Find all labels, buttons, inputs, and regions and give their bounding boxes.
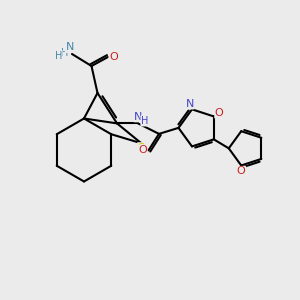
Text: N: N — [134, 112, 142, 122]
Text: H: H — [141, 116, 148, 126]
Text: O: O — [237, 167, 246, 176]
Text: N: N — [185, 99, 194, 109]
Text: O: O — [138, 146, 147, 155]
Text: S: S — [138, 143, 145, 153]
Text: H: H — [55, 50, 62, 61]
Text: N: N — [65, 42, 74, 52]
Text: O: O — [215, 108, 224, 118]
Text: O: O — [109, 52, 118, 62]
Text: H: H — [61, 47, 68, 58]
